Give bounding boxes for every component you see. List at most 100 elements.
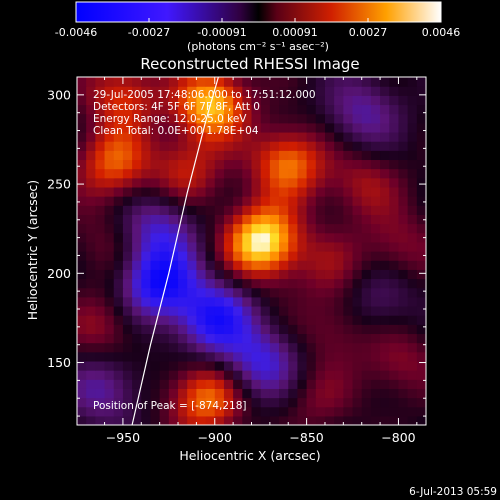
heatmap-cell bbox=[352, 360, 363, 371]
heatmap-cell bbox=[77, 223, 87, 234]
heatmap-cell bbox=[104, 388, 115, 399]
heatmap-cell bbox=[279, 241, 289, 252]
heatmap-cell bbox=[352, 406, 363, 417]
heatmap-cell bbox=[269, 315, 280, 325]
heatmap-cell bbox=[95, 223, 106, 234]
heatmap-cell bbox=[122, 351, 133, 362]
heatmap-cell bbox=[389, 333, 400, 344]
heatmap-cell bbox=[297, 196, 308, 206]
heatmap-cell bbox=[370, 415, 381, 425]
heatmap-cell bbox=[343, 159, 354, 170]
heatmap-cell bbox=[150, 122, 161, 133]
heatmap-cell bbox=[196, 186, 207, 197]
heatmap-cell bbox=[187, 150, 197, 161]
heatmap-cell bbox=[269, 260, 280, 270]
heatmap-cell bbox=[187, 333, 197, 344]
heatmap-cell bbox=[168, 113, 179, 124]
heatmap-cell bbox=[113, 131, 124, 142]
colorbar-ticks: -0.0046 -0.0027 -0.00091 0.00091 0.0027 0.004… bbox=[55, 18, 460, 39]
heatmap-cell bbox=[132, 113, 142, 124]
heatmap-cell bbox=[104, 287, 115, 298]
heatmap-cell bbox=[315, 113, 326, 124]
heatmap-cell bbox=[132, 388, 142, 399]
heatmap-cell bbox=[168, 86, 179, 96]
heatmap-cell bbox=[315, 305, 326, 316]
heatmap-cell bbox=[233, 122, 243, 133]
heatmap-cell bbox=[150, 379, 161, 389]
heatmap-cell bbox=[77, 150, 87, 161]
heatmap-cell bbox=[407, 150, 418, 161]
heatmap-cell bbox=[361, 177, 372, 188]
heatmap-cell bbox=[196, 168, 207, 179]
heatmap-cell bbox=[86, 269, 96, 280]
heatmap-cell bbox=[104, 370, 115, 380]
heatmap-cell bbox=[205, 186, 216, 197]
heatmap-cell bbox=[113, 177, 124, 188]
heatmap-cell bbox=[95, 150, 106, 161]
heatmap-cell bbox=[288, 141, 299, 151]
heatmap-cell bbox=[288, 269, 299, 280]
heatmap-cell bbox=[104, 150, 115, 161]
heatmap-cell bbox=[334, 269, 344, 280]
heatmap-cell bbox=[288, 150, 299, 161]
heatmap-cell bbox=[343, 186, 354, 197]
heatmap-cell bbox=[370, 205, 381, 215]
heatmap-cell bbox=[380, 388, 390, 399]
heatmap-cell bbox=[233, 315, 243, 325]
heatmap-cell bbox=[352, 77, 363, 87]
heatmap-cell bbox=[380, 305, 390, 316]
heatmap-cell bbox=[288, 379, 299, 389]
heatmap-cell bbox=[104, 360, 115, 371]
heatmap-cell bbox=[407, 305, 418, 316]
heatmap-cell bbox=[242, 104, 253, 115]
heatmap-cell bbox=[104, 113, 115, 124]
heatmap-cell bbox=[416, 241, 426, 252]
heatmap-cell bbox=[324, 122, 335, 133]
heatmap-cell bbox=[315, 269, 326, 280]
heatmap-cell bbox=[288, 214, 299, 225]
heatmap-cell bbox=[187, 205, 197, 215]
heatmap-cell bbox=[416, 205, 426, 215]
heatmap-cell bbox=[315, 77, 326, 87]
heatmap-cell bbox=[77, 205, 87, 215]
heatmap-cell bbox=[223, 351, 234, 362]
heatmap-cell bbox=[361, 122, 372, 133]
heatmap-cell bbox=[269, 287, 280, 298]
heatmap-cell bbox=[104, 232, 115, 243]
heatmap-cell bbox=[214, 360, 225, 371]
heatmap-cell bbox=[297, 370, 308, 380]
heatmap-cell bbox=[306, 177, 317, 188]
heatmap-cell bbox=[104, 379, 115, 389]
heatmap-cell bbox=[269, 370, 280, 380]
heatmap-cell bbox=[233, 360, 243, 371]
heatmap-cell bbox=[343, 351, 354, 362]
heatmap-cell bbox=[398, 305, 409, 316]
heatmap-cell bbox=[352, 232, 363, 243]
heatmap-cell bbox=[251, 342, 262, 353]
heatmap-cell bbox=[370, 324, 381, 335]
heatmap-cell bbox=[416, 260, 426, 270]
heatmap-cell bbox=[141, 260, 152, 270]
heatmap-cell bbox=[398, 333, 409, 344]
heatmap-cell bbox=[352, 305, 363, 316]
heatmap-cell bbox=[269, 150, 280, 161]
heatmap-cell bbox=[196, 223, 207, 234]
heatmap-cell bbox=[132, 223, 142, 234]
heatmap-cell bbox=[352, 397, 363, 408]
heatmap-cell bbox=[132, 287, 142, 298]
heatmap-cell bbox=[260, 159, 271, 170]
heatmap-cell bbox=[297, 113, 308, 124]
heatmap-cell bbox=[223, 186, 234, 197]
heatmap-cell bbox=[251, 287, 262, 298]
heatmap-cell bbox=[288, 287, 299, 298]
heatmap-cell bbox=[223, 168, 234, 179]
heatmap-cell bbox=[132, 214, 142, 225]
heatmap-cell bbox=[205, 205, 216, 215]
heatmap-cell bbox=[324, 196, 335, 206]
heatmap-cell bbox=[104, 315, 115, 325]
heatmap-cell bbox=[223, 324, 234, 335]
heatmap-cell bbox=[324, 342, 335, 353]
heatmap-cell bbox=[214, 269, 225, 280]
heatmap-cell bbox=[233, 77, 243, 87]
heatmap-cell bbox=[398, 370, 409, 380]
